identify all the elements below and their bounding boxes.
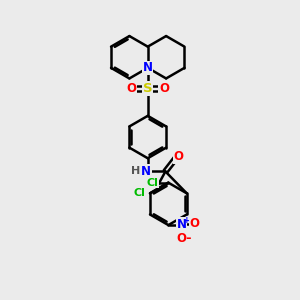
Text: N: N — [141, 165, 151, 178]
Text: Cl: Cl — [134, 188, 146, 198]
Text: S: S — [143, 82, 153, 95]
Text: N: N — [177, 218, 187, 231]
Text: O: O — [127, 82, 136, 95]
Text: Cl: Cl — [146, 178, 158, 188]
Text: +: + — [183, 216, 190, 225]
Text: O: O — [174, 150, 184, 163]
Text: N: N — [143, 61, 153, 74]
Text: -: - — [185, 232, 191, 245]
Text: O: O — [177, 232, 187, 245]
Text: O: O — [190, 217, 200, 230]
Text: O: O — [159, 82, 169, 95]
Text: H: H — [131, 167, 140, 176]
